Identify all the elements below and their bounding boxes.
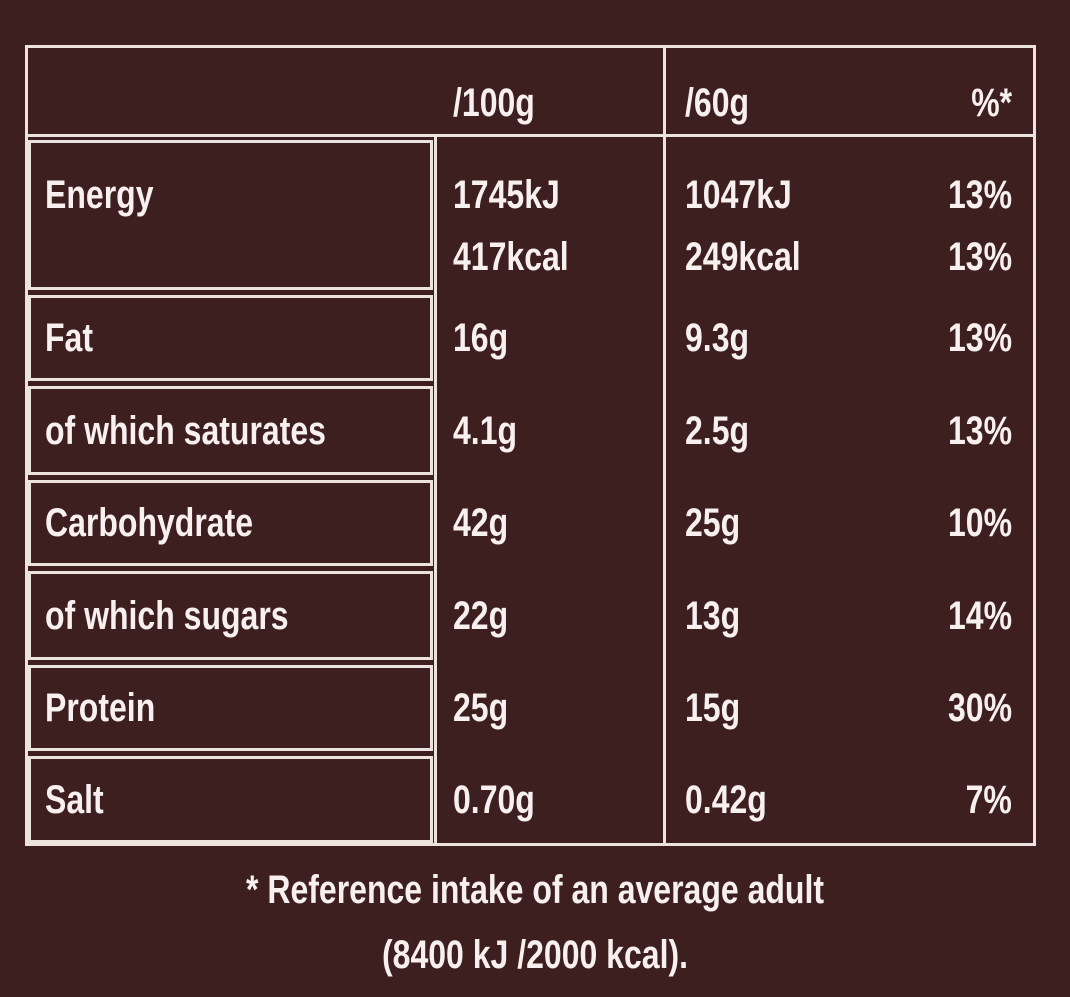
column-header: %* xyxy=(971,81,1012,125)
label-cell xyxy=(28,295,433,381)
reference-intake: 13% xyxy=(947,235,1012,279)
per-100g-value: 1745kJ xyxy=(453,173,560,217)
column-divider xyxy=(434,137,437,846)
per-60g-value: 1047kJ xyxy=(685,173,792,217)
label-cell xyxy=(28,665,433,751)
per-100g-value: 22g xyxy=(453,593,509,638)
nutrient-label: Salt xyxy=(45,777,104,822)
reference-intake: 14% xyxy=(947,593,1012,638)
footnote: * Reference intake of an average adult xyxy=(246,868,824,912)
per-60g-value: 15g xyxy=(685,686,741,730)
label-cell xyxy=(28,480,433,566)
label-cell xyxy=(28,571,433,660)
per-60g-value: 0.42g xyxy=(685,777,767,822)
reference-intake: 13% xyxy=(947,316,1012,360)
nutrient-label: of which sugars xyxy=(45,593,289,638)
per-100g-value: 42g xyxy=(453,501,509,545)
footnote: (8400 kJ /2000 kcal). xyxy=(381,933,689,977)
label-cell xyxy=(28,386,433,475)
reference-intake: 7% xyxy=(965,777,1012,822)
reference-intake: 13% xyxy=(947,408,1012,453)
per-60g-value: 2.5g xyxy=(685,408,750,453)
column-divider xyxy=(663,45,666,846)
per-100g-value: 0.70g xyxy=(453,777,535,822)
reference-intake: 10% xyxy=(947,501,1012,545)
per-60g-value: 13g xyxy=(685,593,741,638)
per-60g-value: 9.3g xyxy=(685,316,750,360)
nutrient-label: Protein xyxy=(45,686,156,730)
per-100g-value: 417kcal xyxy=(453,235,569,279)
per-100g-value: 16g xyxy=(453,316,509,360)
per-60g-value: 25g xyxy=(685,501,741,545)
header-divider xyxy=(25,45,1036,137)
column-header: /60g xyxy=(685,81,750,125)
column-header: /100g xyxy=(453,81,535,125)
nutrient-label: of which saturates xyxy=(45,408,326,453)
per-100g-value: 4.1g xyxy=(453,408,518,453)
reference-intake: 13% xyxy=(947,173,1012,217)
per-100g-value: 25g xyxy=(453,686,509,730)
label-cell xyxy=(28,140,433,290)
table-border xyxy=(25,45,1036,846)
nutrient-label: Fat xyxy=(45,316,93,360)
per-60g-value: 249kcal xyxy=(685,235,801,279)
label-cell xyxy=(28,756,433,843)
nutrient-label: Carbohydrate xyxy=(45,501,254,545)
reference-intake: 30% xyxy=(947,686,1012,730)
nutrient-label: Energy xyxy=(45,173,154,217)
